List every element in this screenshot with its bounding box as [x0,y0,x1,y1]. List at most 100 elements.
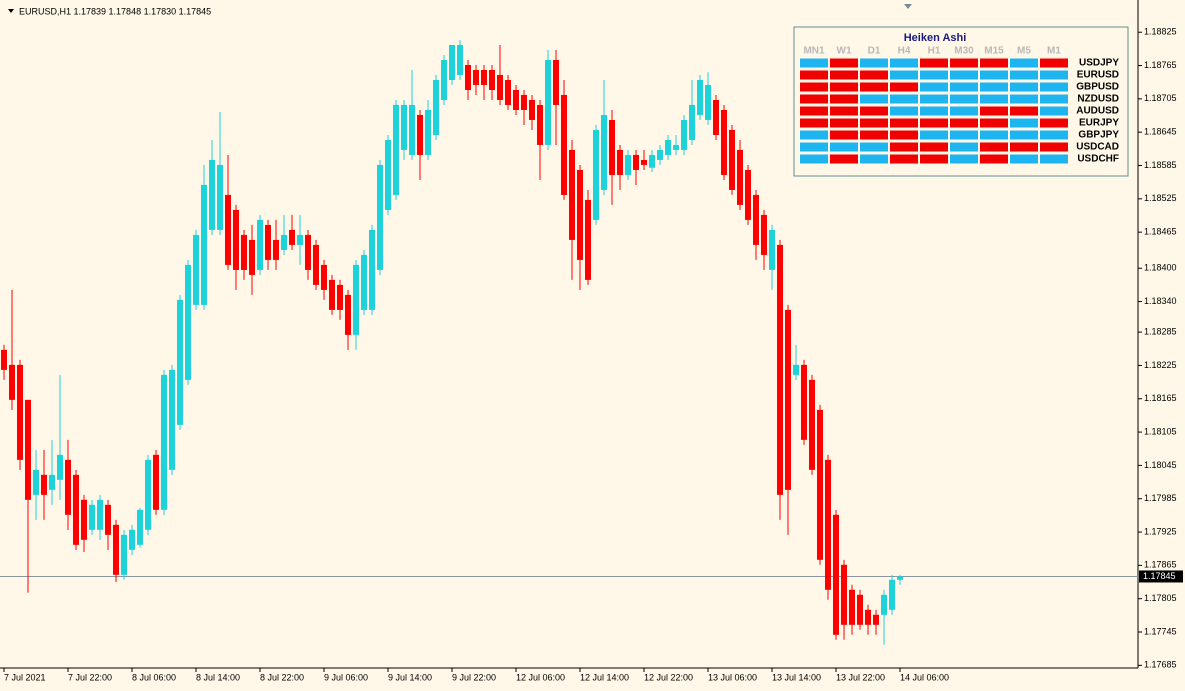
candle-body [281,234,287,250]
candle-body [89,504,95,530]
y-tick-label: 1.18765 [1144,60,1177,70]
candle-body [801,364,807,440]
candle-body [137,509,143,545]
candle-body [689,104,695,140]
panel-cell [890,82,918,92]
price-label-box [1139,570,1183,583]
candle-body [145,459,151,530]
panel-cell [1010,82,1038,92]
panel-pair: USDCAD [1076,142,1119,153]
panel-cell [860,118,888,128]
candle-body [473,69,479,85]
panel-cell [950,70,978,80]
panel-cell [950,130,978,140]
panel-cell [1040,142,1068,152]
candle-body [569,149,575,240]
candle-body [385,139,391,210]
panel-cell [830,94,858,104]
panel-cell [830,106,858,116]
panel-cell [830,118,858,128]
candle-body [633,154,639,170]
x-tick-label: 8 Jul 22:00 [260,672,304,682]
panel-column: W1 [837,46,852,57]
candle-body [817,409,823,560]
candle-body [849,589,855,625]
menu-arrow[interactable] [8,9,14,13]
panel-cell [830,142,858,152]
x-tick-label: 9 Jul 22:00 [452,672,496,682]
candle-body [841,564,847,625]
candle-body [193,234,199,305]
x-tick-label: 13 Jul 22:00 [836,672,885,682]
y-tick-label: 1.18585 [1144,160,1177,170]
panel-cell [980,58,1008,68]
candle-body [65,459,71,515]
candle-body [249,239,255,275]
candle-body [129,529,135,550]
price-label: 1.17845 [1143,571,1176,581]
panel-column: M1 [1047,46,1061,57]
candle-body [761,214,767,255]
panel-cell [980,82,1008,92]
panel-cell [1040,58,1068,68]
candle-body [481,69,487,85]
panel-cell [1010,94,1038,104]
candle-body [793,364,799,375]
panel-title: Heiken Ashi [904,32,967,44]
candle-body [17,364,23,460]
panel-cell [890,130,918,140]
y-tick-label: 1.18525 [1144,193,1177,203]
candle-body [121,534,127,575]
candle-body [657,149,663,160]
panel-cell [950,118,978,128]
candle-body [745,169,751,220]
y-tick-label: 1.17805 [1144,593,1177,603]
panel-cell [890,154,918,164]
x-tick-label: 7 Jul 2021 [4,672,46,682]
candle-body [769,229,775,270]
panel-cell [980,130,1008,140]
panel-cell [1010,58,1038,68]
panel-column: M5 [1017,46,1031,57]
candle-body [97,499,103,530]
y-tick-label: 1.17925 [1144,526,1177,536]
y-tick-label: 1.18400 [1144,263,1177,273]
panel-cell [860,82,888,92]
panel-cell [860,154,888,164]
x-tick-label: 12 Jul 06:00 [516,672,565,682]
candle-body [537,104,543,145]
panel-cell [890,58,918,68]
x-tick-label: 13 Jul 14:00 [772,672,821,682]
candle-body [809,379,815,470]
candle-body [313,244,319,285]
y-tick-label: 1.17685 [1144,660,1177,670]
candle-body [217,164,223,230]
panel-cell [860,58,888,68]
candle-body [601,114,607,190]
candle-body [361,254,367,310]
panel-cell [800,154,828,164]
candle-body [777,244,783,495]
panel-cell [860,94,888,104]
candle-body [649,154,655,168]
y-tick-label: 1.18340 [1144,296,1177,306]
y-tick-label: 1.18165 [1144,393,1177,403]
x-tick-label: 14 Jul 06:00 [900,672,949,682]
candle-body [665,139,671,155]
x-tick-label: 8 Jul 14:00 [196,672,240,682]
candle-body [41,474,47,495]
candle-body [497,74,503,100]
panel-cell [980,70,1008,80]
panel-cell [980,154,1008,164]
panel-cell [800,142,828,152]
candle-body [225,194,231,265]
panel-column: D1 [868,46,881,57]
candle-body [721,109,727,175]
panel-pair: NZDUSD [1077,94,1119,105]
candle-body [873,614,879,625]
y-tick-label: 1.18225 [1144,360,1177,370]
panel-column: M30 [954,46,974,57]
panel-cell [920,154,948,164]
candle-body [713,99,719,135]
